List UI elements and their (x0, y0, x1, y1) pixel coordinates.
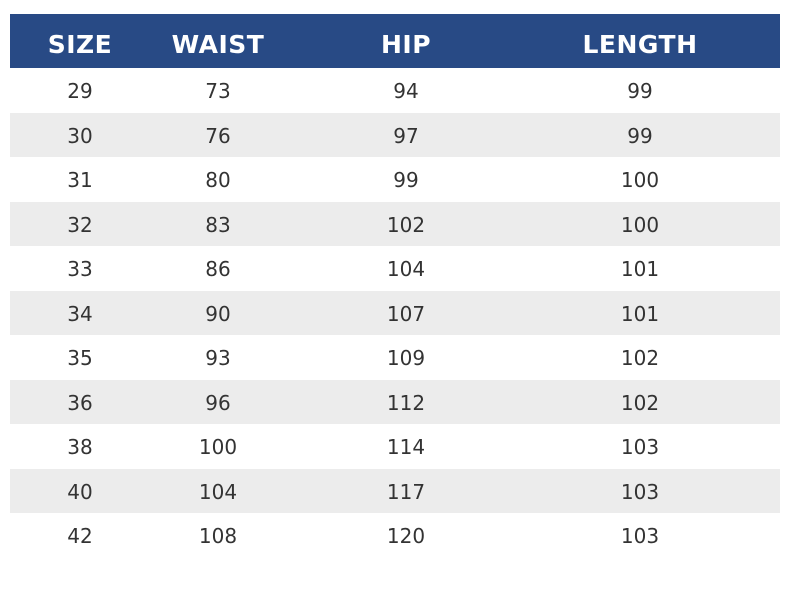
table-row: 35 93 109 102 (10, 335, 780, 380)
table-row: 33 86 104 101 (10, 246, 780, 291)
table-cell: 102 (386, 212, 426, 237)
table-cell: 93 (205, 346, 231, 370)
table-cell: 103 (620, 524, 660, 548)
table-cell: 32 (67, 212, 93, 237)
table-cell: 102 (620, 390, 660, 415)
table-cell: 100 (620, 168, 660, 192)
table-cell: 108 (198, 524, 238, 548)
table-cell: 104 (386, 257, 426, 281)
table-cell: 94 (393, 79, 419, 103)
table-cell: 90 (205, 301, 231, 326)
table-cell: 103 (620, 479, 660, 504)
table-row: 30 76 97 99 (10, 112, 780, 157)
table-cell: 100 (198, 435, 238, 459)
table-cell: 97 (393, 123, 419, 148)
table-cell: 99 (627, 79, 653, 103)
table-cell: 120 (386, 524, 426, 548)
table-cell: 101 (620, 301, 660, 326)
table-cell: 76 (205, 123, 231, 148)
size-chart-table: SIZE WAIST HIP LENGTH 29 73 94 99 30 76 97 99 31… (10, 14, 780, 558)
table-cell: 33 (67, 257, 93, 281)
table-cell: 99 (393, 168, 419, 192)
table-row: 40 104 117 103 (10, 468, 780, 513)
header-length: LENGTH (582, 30, 698, 59)
table-cell: 96 (205, 390, 231, 415)
table-cell: 100 (620, 212, 660, 237)
table-row: 38 100 114 103 (10, 424, 780, 469)
table-cell: 114 (386, 435, 426, 459)
header-hip: HIP (380, 30, 432, 59)
table-cell: 102 (620, 346, 660, 370)
table-cell: 31 (67, 168, 93, 192)
table-cell: 101 (620, 257, 660, 281)
table-row: 32 83 102 100 (10, 201, 780, 246)
table-cell: 38 (67, 435, 93, 459)
table-cell: 112 (386, 390, 426, 415)
table-header: SIZE WAIST HIP LENGTH (10, 14, 780, 68)
table-cell: 29 (67, 79, 93, 103)
table-cell: 42 (67, 524, 93, 548)
table-cell: 83 (205, 212, 231, 237)
table-cell: 80 (205, 168, 231, 192)
table-cell: 30 (67, 123, 93, 148)
table-cell: 117 (386, 479, 426, 504)
table-cell: 34 (67, 301, 93, 326)
table-cell: 99 (627, 123, 653, 148)
table-cell: 35 (67, 346, 93, 370)
table-row: 29 73 94 99 (10, 68, 780, 113)
table-cell: 107 (386, 301, 426, 326)
table-cell: 109 (386, 346, 426, 370)
table-row: 34 90 107 101 (10, 290, 780, 335)
table-row: 36 96 112 102 (10, 379, 780, 424)
table-cell: 86 (205, 257, 231, 281)
table-cell: 104 (198, 479, 238, 504)
header-size: SIZE (47, 30, 113, 59)
table-cell: 36 (67, 390, 93, 415)
table-cell: 40 (67, 479, 93, 504)
header-waist: WAIST (171, 30, 265, 59)
table-row: 42 108 120 103 (10, 513, 780, 558)
table-cell: 73 (205, 79, 231, 103)
table-row: 31 80 99 100 (10, 157, 780, 202)
table-cell: 103 (620, 435, 660, 459)
